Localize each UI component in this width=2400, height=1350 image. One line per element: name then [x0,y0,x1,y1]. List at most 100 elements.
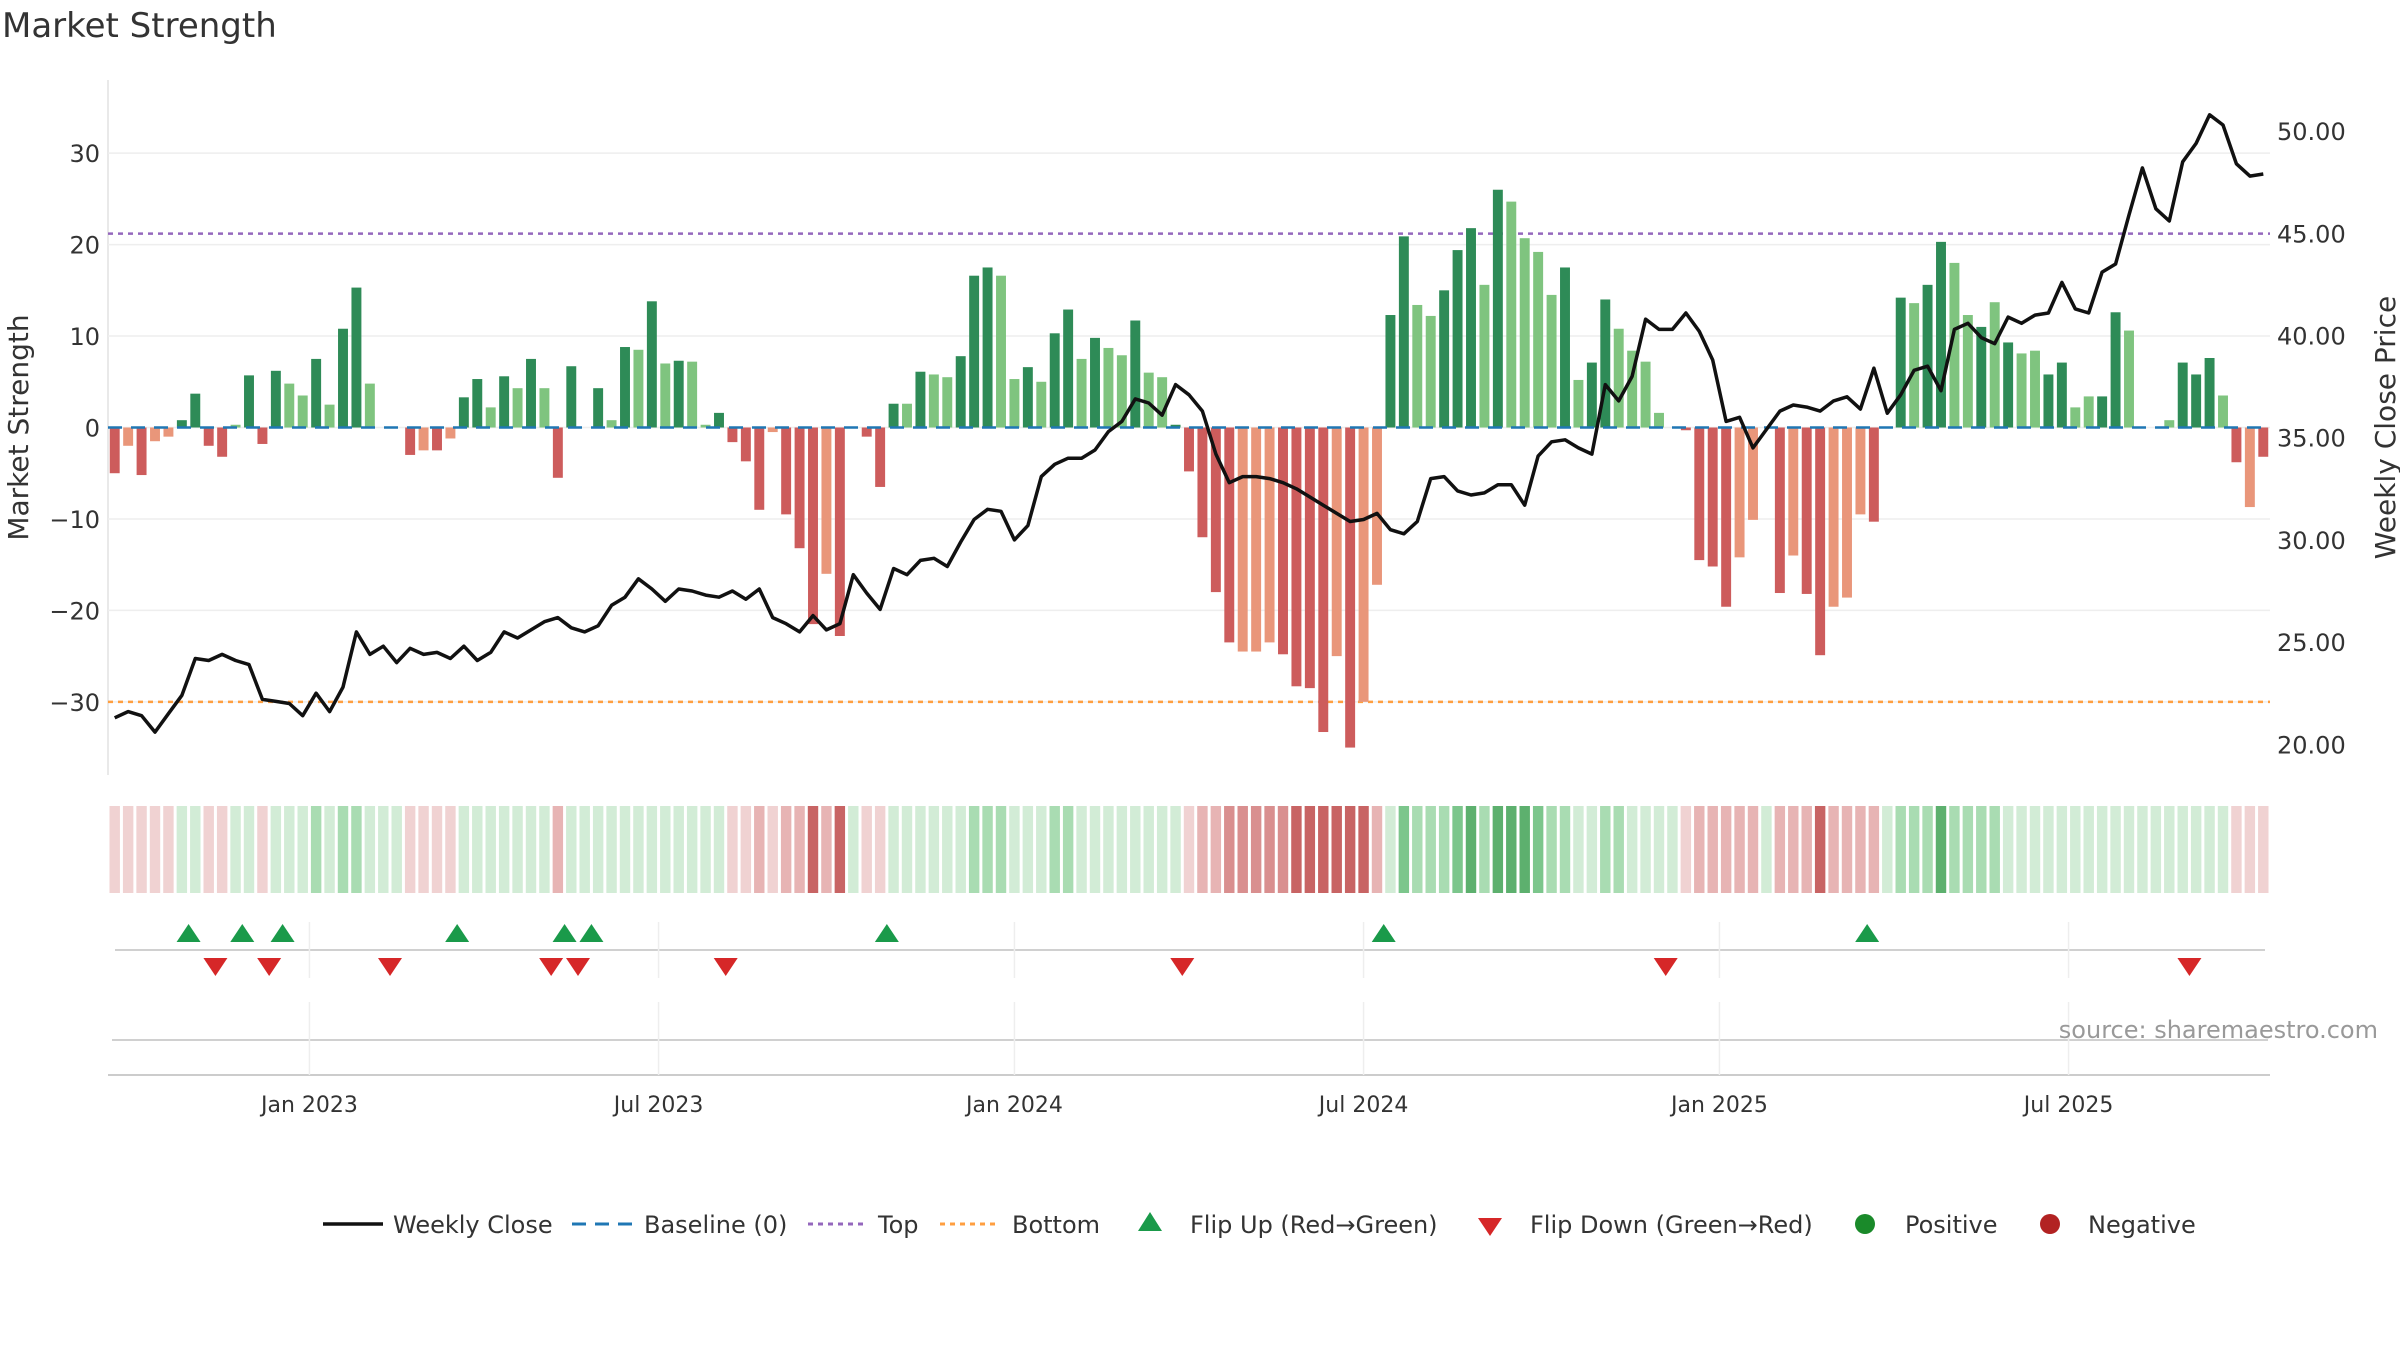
strength-bar [244,375,254,428]
strength-bar [1197,427,1208,538]
strength-bar [915,371,926,428]
strength-bar [928,374,939,428]
heat-cell [378,806,389,893]
weekly-close-line [113,113,2264,734]
strength-bar [1962,315,1973,428]
heat-cell [1600,806,1611,893]
heat-cell [1935,806,1947,893]
heat-cell [1465,806,1477,893]
right-tick-label: 40.00 [2277,323,2346,351]
strength-bar [996,275,1006,428]
strength-bar [1680,427,1691,431]
strength-bar [1506,201,1517,428]
heat-cell [915,806,926,893]
legend: Weekly Close Baseline (0) Top Bottom Flip Up… [323,1211,2196,1239]
strength-bar [2030,350,2040,428]
legend-item-flip-down: Flip Down (Green→Red) [1478,1211,1813,1239]
heat-cell [1895,806,1906,893]
strength-bar [794,427,805,549]
left-axis: 30 20 10 0 −10 −20 −30 Market Strength [2,140,100,717]
strength-bar [123,427,134,446]
strength-bar [1116,355,1127,428]
x-tick-label: Jul 2023 [612,1093,704,1118]
flip-down-marker [257,958,282,976]
heat-cell [1143,806,1154,893]
heat-cell [1855,806,1866,893]
strength-bar [1519,238,1530,428]
heat-cell [1640,806,1651,893]
strength-bar [821,427,832,574]
strength-bar [364,383,375,428]
heat-cell [968,806,980,893]
strength-bar [1130,320,1141,428]
heat-cell [955,806,966,893]
strength-bar [606,420,617,428]
strength-bar [1251,427,1262,652]
strength-bar [566,366,577,428]
heat-cell [834,806,846,893]
strength-bar [1076,358,1087,428]
strength-bar [633,349,644,428]
heat-cell [1573,806,1584,893]
heat-cell [2056,806,2068,893]
strength-bar [1385,315,1396,428]
heat-cell [1116,806,1128,893]
heat-cell [149,806,161,893]
heat-cell [270,806,282,893]
strength-bar [942,377,953,428]
left-tick-label: −20 [49,597,100,625]
heat-cell [592,806,604,893]
legend-item-top: Top [808,1211,919,1239]
strength-bar [1627,350,1638,428]
strength-bar [485,407,496,428]
strength-bar [1439,290,1450,428]
strength-bar [1546,294,1557,428]
right-tick-label: 20.00 [2277,731,2346,759]
strength-bar [1318,427,1329,733]
heat-cell [1076,806,1087,893]
strength-bar [593,388,604,428]
heat-cell [1989,806,2000,893]
strength-bar [1613,328,1624,428]
reference-lines [108,232,2270,704]
heat-cell [404,806,416,893]
flip-down-marker [713,958,738,976]
strength-bar [1640,361,1651,428]
heat-cell [1197,806,1208,893]
strength-bar [163,427,174,437]
heat-cell [2258,806,2269,893]
heat-cell [606,806,617,893]
strength-bar [1828,427,1839,607]
heat-cell [1653,806,1665,893]
heat-cell [1022,806,1034,893]
flip-down-marker [1170,958,1195,976]
strength-bar [2083,396,2094,428]
strength-bar [284,383,295,428]
strength-bar [526,358,536,428]
strength-bar [176,420,187,428]
heat-cell [2043,806,2054,893]
strength-bar [1748,427,1758,520]
heat-cell [418,806,429,893]
strength-bar [714,412,724,428]
heat-cell [1291,806,1302,893]
strength-bar [1976,326,1987,428]
strength-bar [1157,377,1168,428]
heat-cell [1452,806,1463,893]
heat-cell [2204,806,2215,893]
heat-cell [109,806,120,893]
strength-bar [646,301,657,428]
strength-bar [150,427,160,442]
strength-bar [1170,424,1181,428]
strength-bar [1063,309,1074,428]
legend-label: Top [877,1211,919,1239]
heat-cell [1908,806,1920,893]
heat-cell [1103,806,1114,893]
heat-cell [1237,806,1248,893]
heat-cell [686,806,698,893]
strength-bar [297,395,308,428]
strength-bar [2016,353,2027,428]
strength-bar [2097,396,2108,428]
heat-cell [1976,806,1987,893]
strength-bar [257,427,268,444]
